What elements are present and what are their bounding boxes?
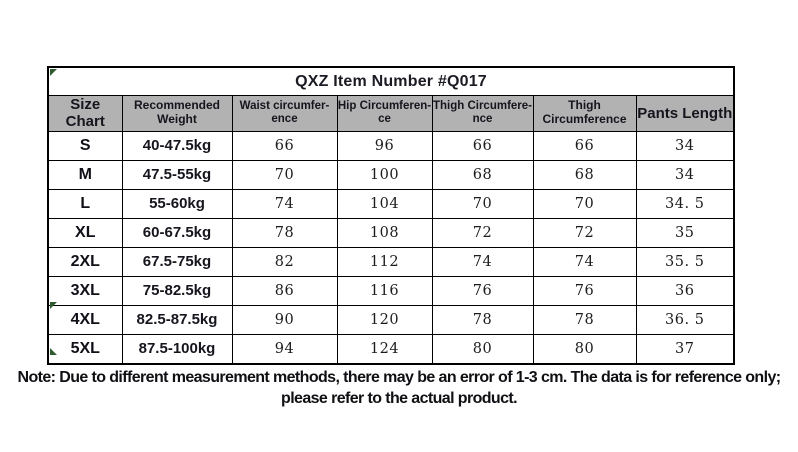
thigh1-cell: 80 (431, 333, 534, 364)
thigh2-cell: 66 (532, 130, 637, 161)
green-corner-marker (50, 348, 57, 355)
size-cell: XL (47, 217, 123, 248)
waist-cell: 70 (231, 159, 338, 190)
weight-cell: 67.5-75kg (121, 246, 233, 277)
table-title: QXZ Item Number #Q017 (47, 66, 735, 96)
thigh1-cell: 66 (431, 130, 534, 161)
waist-cell: 74 (231, 188, 338, 219)
table-row-2xl: 2XL 67.5-75kg 82 112 74 74 35. 5 (47, 246, 735, 277)
thigh1-cell: 72 (431, 217, 534, 248)
size-cell: 4XL (47, 304, 123, 335)
thigh1-cell: 78 (431, 304, 534, 335)
waist-cell: 90 (231, 304, 338, 335)
col-header-thigh-circumference-1: Thigh Circumfere- nce (431, 95, 534, 132)
size-cell: L (47, 188, 123, 219)
table-row-l: L 55-60kg 74 104 70 70 34. 5 (47, 188, 735, 219)
thigh2-cell: 76 (532, 275, 637, 306)
col-header-size-chart: Size Chart (47, 95, 123, 132)
hip-cell: 104 (336, 188, 433, 219)
waist-cell: 66 (231, 130, 338, 161)
hip-cell: 112 (336, 246, 433, 277)
hip-cell: 96 (336, 130, 433, 161)
waist-cell: 86 (231, 275, 338, 306)
col-header-recommended-weight: Recommended Weight (121, 95, 233, 132)
thigh1-cell: 70 (431, 188, 534, 219)
col-header-waist-circumference: Waist circumfer- ence (231, 95, 338, 132)
thigh2-cell: 70 (532, 188, 637, 219)
green-corner-marker (50, 302, 57, 309)
weight-cell: 82.5-87.5kg (121, 304, 233, 335)
weight-cell: 47.5-55kg (121, 159, 233, 190)
hip-cell: 100 (336, 159, 433, 190)
weight-cell: 87.5-100kg (121, 333, 233, 364)
col-header-thigh-circumference-2: Thigh Circumference (532, 95, 637, 132)
thigh2-cell: 80 (532, 333, 637, 364)
pants-cell: 34 (635, 159, 735, 190)
thigh1-cell: 74 (431, 246, 534, 277)
pants-cell: 37 (635, 333, 735, 364)
size-cell: 3XL (47, 275, 123, 306)
weight-cell: 40-47.5kg (121, 130, 233, 161)
waist-cell: 94 (231, 333, 338, 364)
table-title-row: QXZ Item Number #Q017 (47, 66, 735, 96)
thigh1-cell: 68 (431, 159, 534, 190)
note-text: Note: Due to different measurement metho… (0, 367, 798, 409)
pants-cell: 36. 5 (635, 304, 735, 335)
pants-cell: 35. 5 (635, 246, 735, 277)
green-corner-marker (50, 69, 57, 76)
note-line-1: Note: Due to different measurement metho… (17, 369, 782, 386)
waist-cell: 82 (231, 246, 338, 277)
thigh2-cell: 74 (532, 246, 637, 277)
table-row-3xl: 3XL 75-82.5kg 86 116 76 76 36 (47, 275, 735, 306)
size-cell: 5XL (47, 333, 123, 364)
table-row-5xl: 5XL 87.5-100kg 94 124 80 80 37 (47, 333, 735, 364)
weight-cell: 60-67.5kg (121, 217, 233, 248)
size-cell: M (47, 159, 123, 190)
pants-cell: 36 (635, 275, 735, 306)
pants-cell: 35 (635, 217, 735, 248)
pants-cell: 34. 5 (635, 188, 735, 219)
thigh1-cell: 76 (431, 275, 534, 306)
thigh2-cell: 72 (532, 217, 637, 248)
pants-cell: 34 (635, 130, 735, 161)
size-cell: 2XL (47, 246, 123, 277)
table-row-m: M 47.5-55kg 70 100 68 68 34 (47, 159, 735, 190)
table-header-row: Size Chart Recommended Weight Waist circ… (47, 95, 735, 132)
thigh2-cell: 78 (532, 304, 637, 335)
waist-cell: 78 (231, 217, 338, 248)
hip-cell: 120 (336, 304, 433, 335)
hip-cell: 124 (336, 333, 433, 364)
size-chart-table: QXZ Item Number #Q017 Size Chart Recomme… (47, 66, 736, 365)
weight-cell: 75-82.5kg (121, 275, 233, 306)
table-row-xl: XL 60-67.5kg 78 108 72 72 35 (47, 217, 735, 248)
hip-cell: 116 (336, 275, 433, 306)
hip-cell: 108 (336, 217, 433, 248)
thigh2-cell: 68 (532, 159, 637, 190)
size-cell: S (47, 130, 123, 161)
table-row-s: S 40-47.5kg 66 96 66 66 34 (47, 130, 735, 161)
table-row-4xl: 4XL 82.5-87.5kg 90 120 78 78 36. 5 (47, 304, 735, 335)
col-header-hip-circumference: Hip Circumferen- ce (336, 95, 433, 132)
col-header-pants-length: Pants Length (635, 95, 735, 132)
weight-cell: 55-60kg (121, 188, 233, 219)
note-line-2: please refer to the actual product. (281, 390, 518, 407)
